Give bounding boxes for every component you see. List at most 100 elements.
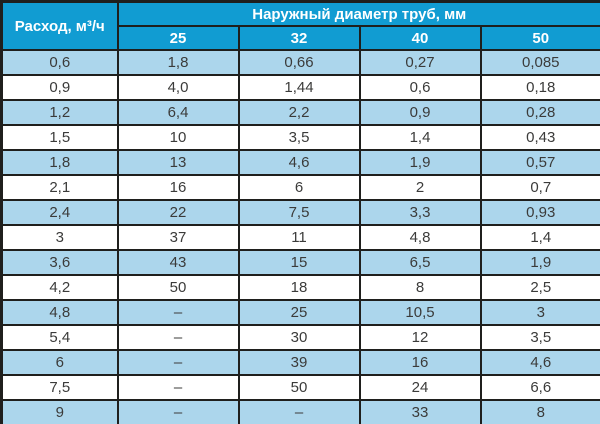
- pressure-loss-cell: 0,43: [479, 124, 600, 151]
- pressure-loss-cell: 1,4: [479, 224, 600, 251]
- table-row: 9– –33 8: [0, 399, 600, 424]
- table-row: 5,4–30 12 3,5: [0, 324, 600, 351]
- pressure-loss-cell: 10,5: [358, 299, 482, 326]
- pressure-loss-cell: –: [116, 399, 240, 424]
- pressure-loss-cell: 6,5: [358, 249, 482, 276]
- flow-rate-cell: 1,5: [0, 124, 119, 151]
- flow-rate-cell: 5,4: [0, 324, 119, 351]
- pressure-loss-cell: 1,44: [237, 74, 361, 101]
- pressure-loss-cell: 3,5: [237, 124, 361, 151]
- pressure-loss-cell: 6,6: [479, 374, 600, 401]
- pressure-loss-cell: 18: [237, 274, 361, 301]
- pressure-loss-cell: 2: [358, 174, 482, 201]
- pressure-loss-cell: –: [116, 299, 240, 326]
- flow-rate-cell: 0,9: [0, 74, 119, 101]
- pressure-loss-cell: 16: [358, 349, 482, 376]
- pressure-loss-cell: 3: [479, 299, 600, 326]
- pressure-loss-cell: 22: [116, 199, 240, 226]
- flow-rate-cell: 4,2: [0, 274, 119, 301]
- pressure-loss-cell: 16: [116, 174, 240, 201]
- table-row: 1,8 13 4,6 1,9 0,57: [0, 149, 600, 176]
- flow-rate-cell: 1,8: [0, 149, 119, 176]
- header-row-top: Расход, м³/ч Наружный диаметр труб, мм: [0, 0, 600, 51]
- table-row: 2,1 16 6 2 0,7: [0, 174, 600, 201]
- table-row: 0,9 4,0 1,44 0,6 0,18: [0, 74, 600, 101]
- diameter-column-32: 32: [237, 25, 361, 51]
- pressure-loss-cell: 3,3: [358, 199, 482, 226]
- pressure-loss-cell: 0,18: [479, 74, 600, 101]
- pressure-loss-cell: 8: [358, 274, 482, 301]
- flow-rate-cell: 0,6: [0, 49, 119, 76]
- header-row-columns: 25 32 40 50: [2, 25, 600, 51]
- pressure-loss-cell: 15: [237, 249, 361, 276]
- flow-rate-cell: 2,1: [0, 174, 119, 201]
- pressure-loss-cell: –: [237, 399, 361, 424]
- pressure-loss-cell: 0,085: [479, 49, 600, 76]
- table-row: 6–39 16 4,6: [0, 349, 600, 376]
- pressure-loss-cell: 1,8: [116, 49, 240, 76]
- pressure-loss-cell: 25: [237, 299, 361, 326]
- table-row: 7,5–50 24 6,6: [0, 374, 600, 401]
- flow-rate-cell: 6: [0, 349, 119, 376]
- pressure-loss-cell: 4,6: [237, 149, 361, 176]
- pressure-loss-cell: 0,6: [358, 74, 482, 101]
- pressure-loss-cell: 39: [237, 349, 361, 376]
- pressure-loss-cell: 30: [237, 324, 361, 351]
- pressure-loss-cell: 33: [358, 399, 482, 424]
- flow-rate-cell: 4,8: [0, 299, 119, 326]
- table-row: 4,2 50 18 8 2,5: [0, 274, 600, 301]
- table-row: 1,2 6,4 2,2 0,9 0,28: [0, 99, 600, 126]
- diameter-column-50: 50: [479, 25, 600, 51]
- diameter-column-25: 25: [116, 25, 240, 51]
- pressure-loss-cell: 0,57: [479, 149, 600, 176]
- pressure-loss-cell: 0,66: [237, 49, 361, 76]
- pressure-loss-cell: –: [116, 374, 240, 401]
- table-row: 2,4 22 7,5 3,3 0,93: [0, 199, 600, 226]
- pressure-loss-cell: 0,7: [479, 174, 600, 201]
- pressure-loss-cell: 0,28: [479, 99, 600, 126]
- pressure-loss-cell: 2,2: [237, 99, 361, 126]
- flow-rate-cell: 9: [0, 399, 119, 424]
- pressure-loss-cell: 10: [116, 124, 240, 151]
- pressure-loss-cell: –: [116, 349, 240, 376]
- pressure-loss-cell: 4,8: [358, 224, 482, 251]
- pressure-loss-cell: 8: [479, 399, 600, 424]
- pressure-loss-cell: 50: [237, 374, 361, 401]
- pressure-loss-cell: 4,6: [479, 349, 600, 376]
- pressure-loss-cell: 50: [116, 274, 240, 301]
- pressure-loss-cell: 3,5: [479, 324, 600, 351]
- flow-rate-cell: 2,4: [0, 199, 119, 226]
- pressure-loss-cell: 37: [116, 224, 240, 251]
- flow-rate-cell: 1,2: [0, 99, 119, 126]
- diameter-column-40: 40: [358, 25, 482, 51]
- pressure-loss-cell: 2,5: [479, 274, 600, 301]
- pressure-loss-cell: 0,93: [479, 199, 600, 226]
- table-body: 0,6 1,8 0,66 0,27 0,085 0,9 4,0 1,44 0,6 0,18 1,2 6…: [0, 49, 600, 424]
- pressure-loss-cell: 1,4: [358, 124, 482, 151]
- table-row: 1,5 10 3,5 1,4 0,43: [0, 124, 600, 151]
- flow-rate-cell: 3,6: [0, 249, 119, 276]
- pressure-loss-cell: 11: [237, 224, 361, 251]
- pressure-loss-cell: 12: [358, 324, 482, 351]
- flow-rate-cell: 3: [0, 224, 119, 251]
- table-row: 0,6 1,8 0,66 0,27 0,085: [0, 49, 600, 76]
- pressure-loss-cell: 6: [237, 174, 361, 201]
- pressure-loss-cell: 43: [116, 249, 240, 276]
- flow-rate-cell: 7,5: [0, 374, 119, 401]
- diameter-group-header: Наружный диаметр труб, мм: [116, 0, 600, 27]
- table-row: 3 37 11 4,8 1,4: [0, 224, 600, 251]
- table-row: 4,8–25 10,5 3: [0, 299, 600, 326]
- pressure-loss-cell: 4,0: [116, 74, 240, 101]
- table-row: 3,6 43 15 6,5 1,9: [0, 249, 600, 276]
- pressure-loss-cell: 0,9: [358, 99, 482, 126]
- flow-rate-header: Расход, м³/ч: [0, 0, 119, 51]
- pressure-loss-cell: 13: [116, 149, 240, 176]
- pressure-loss-cell: 0,27: [358, 49, 482, 76]
- pressure-loss-cell: 1,9: [479, 249, 600, 276]
- pressure-loss-cell: 24: [358, 374, 482, 401]
- pressure-loss-cell: –: [116, 324, 240, 351]
- pressure-loss-cell: 6,4: [116, 99, 240, 126]
- table-header: Расход, м³/ч Наружный диаметр труб, мм 2…: [0, 0, 600, 51]
